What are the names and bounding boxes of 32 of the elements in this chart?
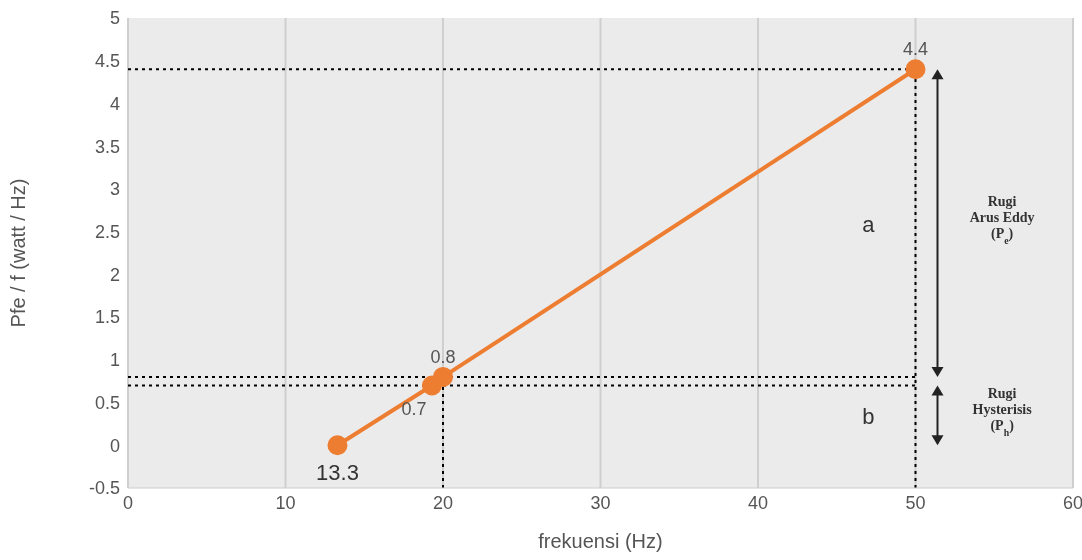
x-tick-label: 20 — [432, 492, 454, 513]
y-tick-label: 4.5 — [94, 51, 120, 72]
y-tick-label: 2.5 — [94, 222, 120, 243]
annotation: a — [862, 211, 876, 237]
y-tick-label: 3 — [109, 179, 120, 200]
y-tick-label: 4 — [109, 93, 120, 114]
annotation: Rugi Arus Eddy (P$_{e}$) — [969, 194, 1035, 246]
y-tick-label: -0.5 — [88, 478, 120, 499]
annotation: Rugi Hysterisis (P$_{h}$) — [972, 386, 1033, 438]
point — [905, 59, 926, 80]
y-tick-label: 1.5 — [94, 307, 120, 328]
data-label: 0.7 — [401, 399, 427, 420]
x-tick-label: 30 — [590, 492, 611, 513]
x-tick-label: 0 — [122, 492, 134, 513]
y-tick-label: 0 — [109, 435, 120, 456]
x-tick-label: 10 — [275, 492, 296, 513]
data-label: 4.4 — [902, 39, 929, 60]
y-axis-title: Pfe / f (watt / Hz) — [7, 178, 30, 328]
point — [327, 435, 348, 456]
annotation: b — [862, 403, 875, 429]
y-tick-label: 0.5 — [94, 392, 120, 413]
x-tick-label: 60 — [1062, 492, 1082, 513]
y-tick-label: 3.5 — [94, 136, 120, 157]
x-tick-label: 50 — [905, 492, 926, 513]
x-axis-title: frekuensi (Hz) — [538, 530, 663, 552]
y-tick-label: 5 — [109, 8, 120, 29]
annotation: 13.3 — [316, 460, 359, 486]
y-tick-label: 1 — [109, 350, 120, 371]
data-label: 0.8 — [430, 346, 456, 367]
x-tick-label: 40 — [747, 492, 769, 513]
y-tick-label: 2 — [109, 264, 120, 285]
point — [433, 366, 453, 387]
